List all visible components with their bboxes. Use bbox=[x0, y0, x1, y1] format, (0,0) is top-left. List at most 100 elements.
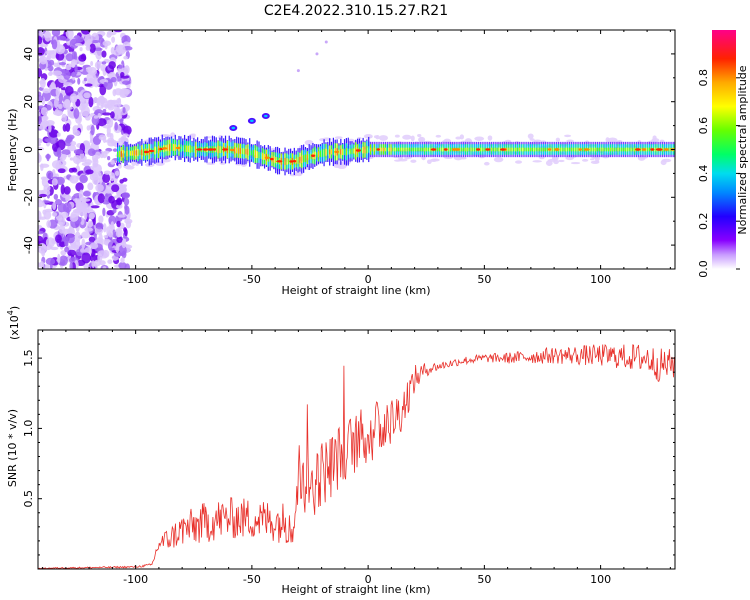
ridge-core bbox=[509, 147, 511, 152]
snr-ytick-label: 1.0 bbox=[22, 420, 35, 438]
ridge-core bbox=[669, 147, 671, 152]
haze-blob bbox=[219, 161, 226, 165]
noise-blob bbox=[63, 139, 73, 147]
ridge-core bbox=[215, 146, 217, 153]
ridge-hotspot bbox=[578, 148, 582, 151]
ridge-core bbox=[143, 148, 145, 156]
ridge-core bbox=[126, 150, 128, 157]
ridge-core bbox=[609, 147, 612, 152]
ridge-core bbox=[470, 147, 472, 152]
noise-blob bbox=[61, 228, 72, 235]
ridge-core bbox=[332, 148, 334, 156]
ridge-core bbox=[167, 144, 169, 152]
ridge-core bbox=[180, 144, 182, 153]
noise-blob bbox=[61, 149, 71, 156]
noise-blob bbox=[93, 259, 102, 267]
noise-blob bbox=[97, 118, 107, 127]
ridge-core bbox=[589, 147, 591, 152]
ridge-core bbox=[386, 147, 388, 152]
noise-blob bbox=[90, 40, 100, 44]
ridge-core bbox=[617, 147, 619, 152]
ridge-core bbox=[615, 147, 617, 152]
ridge-core bbox=[183, 144, 186, 153]
haze-blob bbox=[304, 139, 314, 146]
noise-blob bbox=[52, 201, 57, 211]
ridge-core bbox=[117, 151, 119, 158]
noise-blob bbox=[78, 95, 83, 101]
noise-blob bbox=[59, 255, 68, 266]
spectrogram-image bbox=[38, 30, 675, 269]
haze-blob bbox=[558, 159, 565, 163]
noise-blob bbox=[110, 159, 115, 165]
colorbar-tick-label: 0.8 bbox=[697, 69, 710, 87]
ridge-hotspot bbox=[430, 148, 437, 151]
ridge-core bbox=[542, 147, 545, 152]
ridge-core bbox=[531, 147, 533, 152]
ridge-core bbox=[366, 145, 368, 154]
noise-blob bbox=[67, 249, 77, 257]
noise-blob bbox=[38, 225, 43, 230]
noise-blob bbox=[111, 184, 120, 193]
ridge-core bbox=[185, 145, 188, 152]
noise-blob bbox=[64, 38, 70, 42]
noise-blob bbox=[65, 64, 72, 71]
snr-y-multiplier-close: ) bbox=[8, 306, 21, 310]
noise-blob bbox=[123, 55, 128, 60]
ridge-hotspot bbox=[292, 160, 297, 163]
noise-blob bbox=[38, 111, 41, 117]
spectrogram-xtick-label: 0 bbox=[365, 273, 372, 286]
noise-blob bbox=[39, 43, 49, 48]
ridge-hotspot bbox=[476, 148, 481, 151]
ridge-hotspot bbox=[650, 148, 655, 151]
ridge-core bbox=[403, 147, 405, 152]
ridge-core bbox=[418, 147, 420, 152]
noise-blob bbox=[117, 214, 126, 218]
noise-blob bbox=[79, 174, 88, 184]
noise-blob bbox=[90, 60, 94, 67]
haze-blob bbox=[566, 139, 574, 143]
noise-blob bbox=[86, 125, 91, 131]
noise-blob bbox=[62, 211, 69, 219]
noise-blob bbox=[55, 234, 62, 243]
noise-blob bbox=[103, 170, 111, 175]
noise-blob bbox=[53, 193, 59, 200]
ridge-core bbox=[535, 147, 537, 152]
noise-blob bbox=[65, 123, 71, 132]
noise-blob bbox=[45, 138, 52, 143]
noise-blob bbox=[110, 111, 115, 119]
noise-blob bbox=[109, 132, 114, 141]
noise-blob bbox=[69, 157, 74, 161]
ridge-hotspot bbox=[376, 148, 380, 151]
ridge-core bbox=[622, 147, 625, 152]
ridge-hotspot bbox=[355, 149, 361, 152]
snr-xtick-label: 0 bbox=[365, 573, 372, 586]
haze-blob bbox=[274, 156, 280, 160]
ridge-core bbox=[442, 147, 444, 152]
noise-blob bbox=[39, 78, 46, 89]
ridge-core bbox=[131, 150, 134, 156]
noise-blob bbox=[45, 50, 55, 55]
ridge-core bbox=[362, 146, 364, 154]
noise-blob bbox=[46, 153, 50, 162]
noise-blob bbox=[102, 124, 112, 129]
noise-blob bbox=[65, 196, 70, 202]
ridge-core bbox=[317, 151, 320, 158]
noise-blob bbox=[97, 112, 102, 118]
noise-blob bbox=[83, 77, 88, 82]
ridge-hotspot bbox=[222, 148, 229, 151]
off-ridge-blob bbox=[315, 52, 319, 56]
ridge-core bbox=[513, 147, 515, 152]
off-ridge-blob-core bbox=[250, 119, 254, 123]
ridge-core bbox=[120, 151, 122, 157]
noise-blob bbox=[107, 259, 113, 264]
noise-blob bbox=[81, 162, 91, 167]
noise-blob bbox=[77, 36, 84, 43]
noise-blob bbox=[116, 237, 123, 243]
haze-blob bbox=[607, 137, 618, 143]
ridge-core bbox=[239, 147, 241, 154]
ridge-core bbox=[191, 146, 193, 153]
colorbar-tick-label: 0.6 bbox=[697, 117, 710, 135]
ridge-core bbox=[468, 147, 470, 152]
ridge-core bbox=[410, 147, 413, 152]
ridge-core bbox=[282, 158, 284, 165]
